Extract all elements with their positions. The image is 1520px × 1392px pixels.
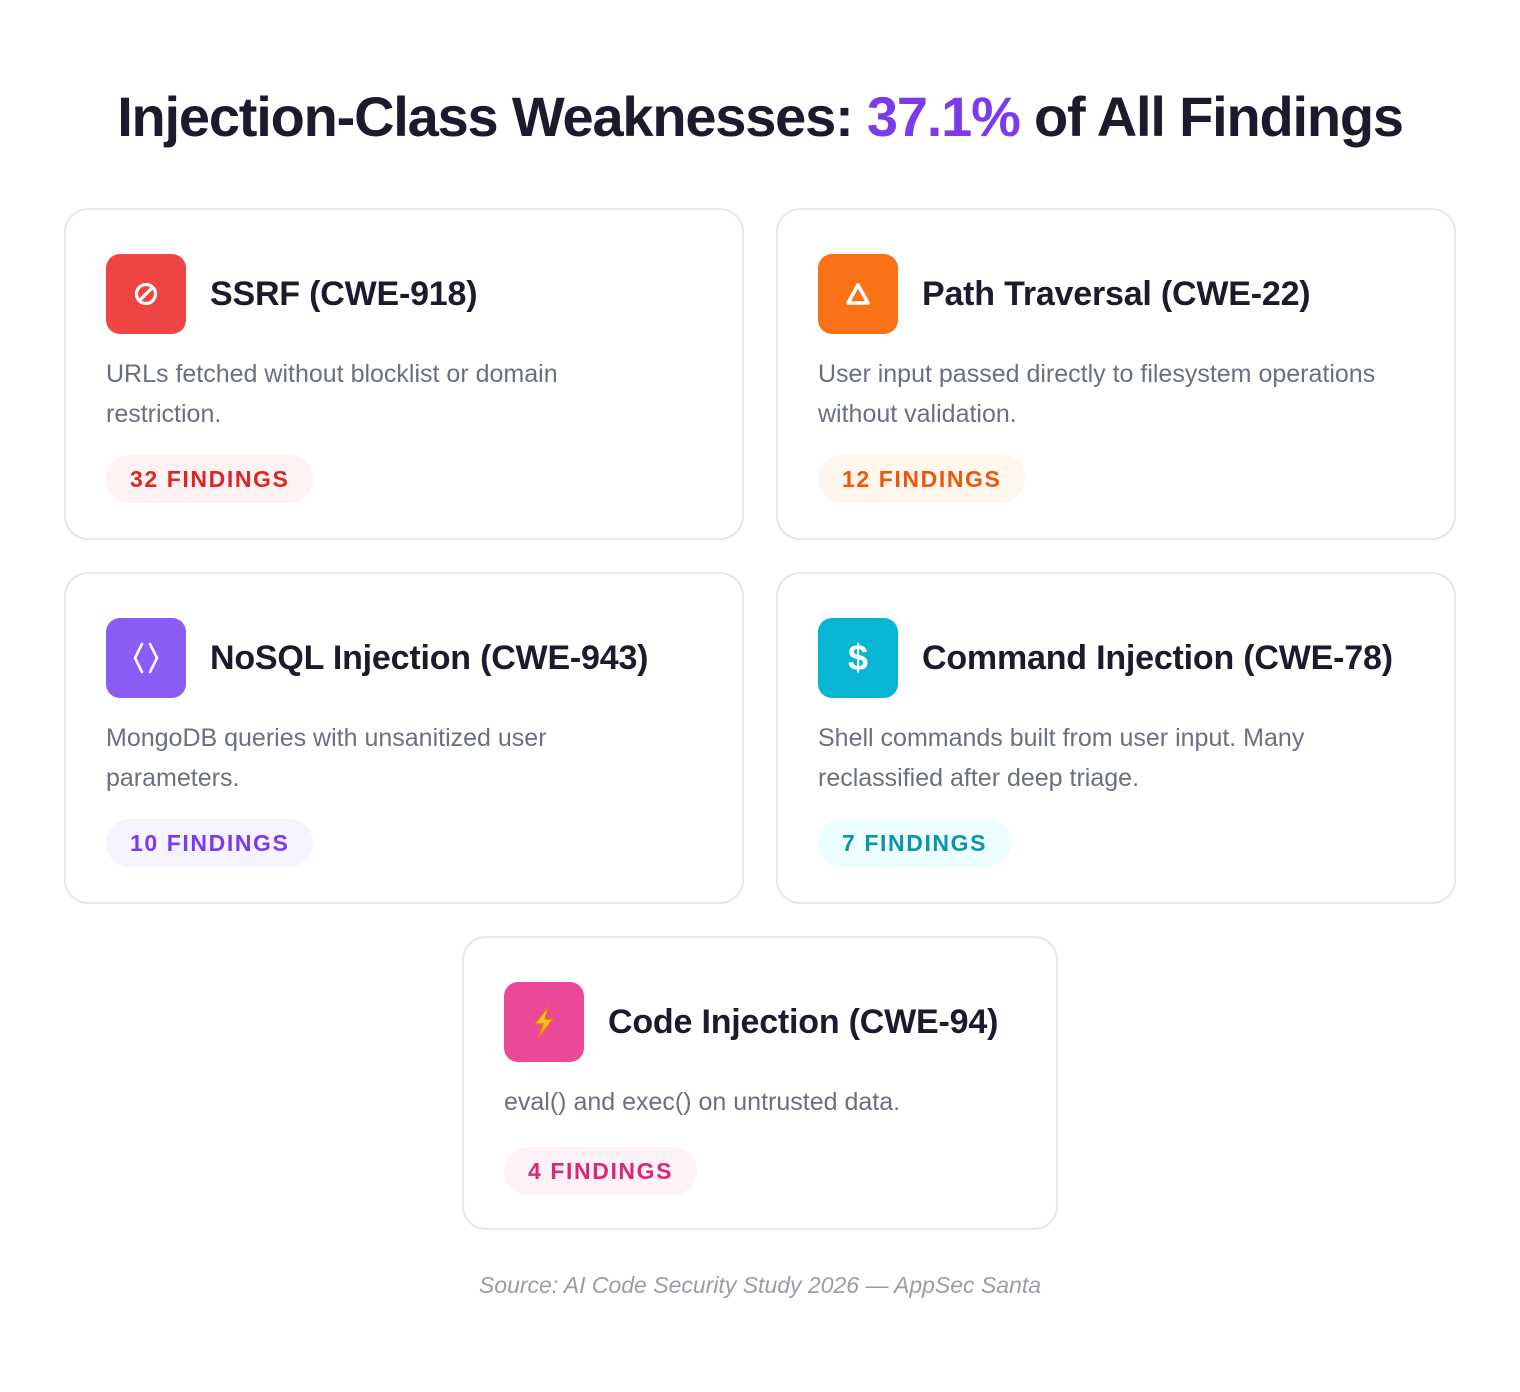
card-title: NoSQL Injection (CWE-943) <box>210 639 649 677</box>
card-title: SSRF (CWE-918) <box>210 275 478 313</box>
title-highlight-percentage: 37.1% <box>866 85 1021 148</box>
card-path-traversal: Path Traversal (CWE-22) User input passe… <box>776 208 1456 540</box>
card-description: eval() and exec() on untrusted data. <box>504 1088 901 1116</box>
card-code-injection: Code Injection (CWE-94) eval() and exec(… <box>462 936 1058 1230</box>
page-title: Injection-Class Weaknesses: 37.1% of All… <box>0 82 1520 152</box>
card-nosql-injection: NoSQL Injection (CWE-943) MongoDB querie… <box>64 572 744 904</box>
findings-badge: 4 FINDINGS <box>504 1147 698 1195</box>
card-ssrf: SSRF (CWE-918) URLs fetched without bloc… <box>64 208 744 540</box>
title-suffix: of All Findings <box>1019 85 1404 148</box>
prohibited-icon <box>106 254 186 334</box>
findings-badge: 7 FINDINGS <box>818 819 1012 867</box>
card-description: Shell commands built from user input. Ma… <box>818 724 1305 792</box>
title-prefix: Injection-Class Weaknesses: <box>117 85 867 148</box>
card-title: Path Traversal (CWE-22) <box>922 275 1311 313</box>
card-command-injection: $ Command Injection (CWE-78) Shell comma… <box>776 572 1456 904</box>
source-caption: Source: AI Code Security Study 2026 — Ap… <box>478 1272 1042 1298</box>
dollar-icon: $ <box>818 618 898 698</box>
code-brackets-icon <box>106 618 186 698</box>
card-description: User input passed directly to filesystem… <box>818 360 1376 428</box>
findings-badge: 10 FINDINGS <box>106 819 314 867</box>
triangle-icon <box>818 254 898 334</box>
svg-text:$: $ <box>848 638 868 678</box>
findings-badge: 12 FINDINGS <box>818 455 1026 503</box>
card-description: URLs fetched without blocklist or domain… <box>106 360 558 428</box>
findings-badge: 32 FINDINGS <box>106 455 314 503</box>
card-description: MongoDB queries with unsanitized user pa… <box>106 724 547 792</box>
card-title: Code Injection (CWE-94) <box>608 1003 999 1041</box>
card-title: Command Injection (CWE-78) <box>922 639 1393 677</box>
lightning-icon <box>504 982 584 1062</box>
